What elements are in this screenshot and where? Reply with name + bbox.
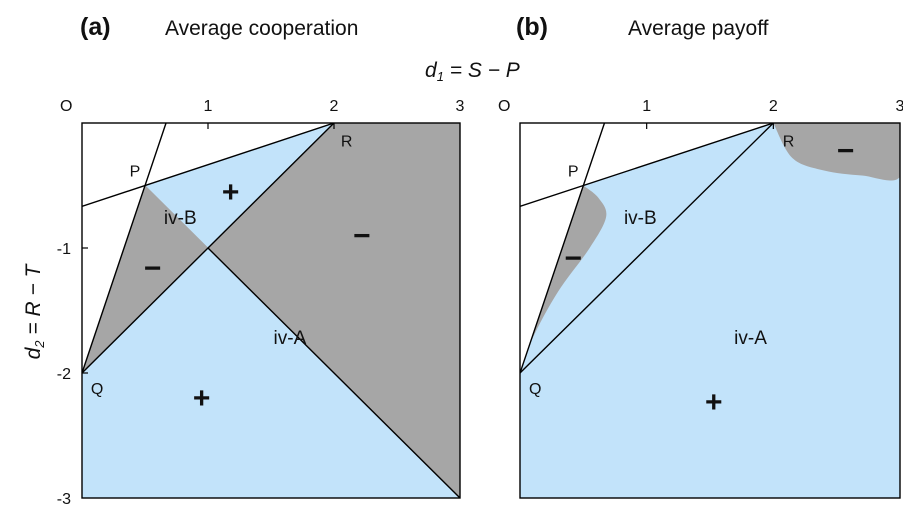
panel-title: Average cooperation [165,17,358,40]
y-tick-label: -2 [57,366,71,383]
x-tick-label: 1 [204,98,213,115]
plot-frame [519,122,901,499]
x-tick-label: 3 [456,98,465,115]
plus-sign: + [222,176,240,209]
y-tick-label: -3 [57,491,71,508]
vertex-label-r: R [783,134,795,151]
x-tick-label: 3 [896,98,903,115]
minus-sign: − [837,135,855,168]
panel-letter: (b) [516,13,548,41]
x-tick-label: 1 [642,98,651,115]
y-tick-label: -1 [57,241,71,258]
panel-title: Average payoff [628,17,769,40]
negative-region [520,185,607,373]
panel-b-average-payoff: O 1 2 3 iv-B iv-A Q P R − − + (b) Average payoff [498,13,903,499]
panel-a-average-cooperation: O 1 2 3 -1 -2 -3 iv-B iv-A Q P R + − − + (a) Average coop… [57,13,465,508]
region-label-iv-b: iv-B [624,208,657,229]
x-tick-label: 2 [330,98,339,115]
boundary-line [207,247,460,498]
positive-region [520,123,900,498]
vertex-label-r: R [341,134,353,151]
vertex-label-p: P [130,164,141,181]
plot-frame [81,122,461,499]
panel-letter: (a) [80,13,111,41]
boundary-line [82,123,335,208]
plot-area [82,123,460,498]
minus-sign: − [353,220,371,253]
x-tick-label: 2 [769,98,778,115]
vertex-label-q: Q [529,381,541,398]
x-tick-label: O [498,98,510,115]
minus-sign: − [564,242,582,275]
plus-sign: + [705,386,723,419]
y-axis-label: d2 = R − T [22,262,47,359]
region-label-iv-b: iv-B [164,208,197,229]
boundary-line [520,123,774,208]
vertex-label-q: Q [91,381,103,398]
vertex-label-p: P [568,164,579,181]
negative-region [773,123,900,181]
x-tick-label: O [60,98,72,115]
x-axis-label: d1 = S − P [425,59,520,84]
plot-area [520,123,900,498]
boundary-line [520,123,774,374]
minus-sign: − [144,252,162,285]
plus-sign: + [193,382,211,415]
boundary-line [82,123,167,374]
region-label-iv-a: iv-A [274,328,307,349]
boundary-line [520,123,606,374]
region-label-iv-a: iv-A [734,328,767,349]
